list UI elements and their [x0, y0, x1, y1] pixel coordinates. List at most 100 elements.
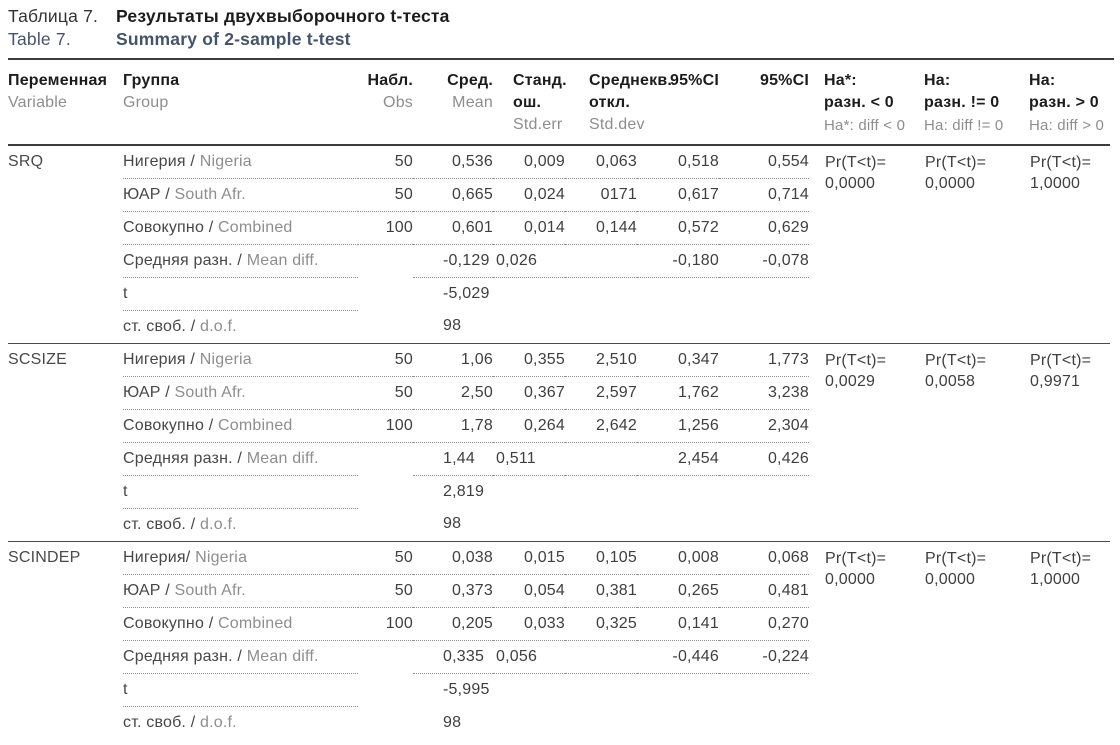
group-label-ru: Нигерия / — [123, 350, 196, 368]
cell-stderr: 0,014 — [493, 211, 565, 245]
col-header-stddev: Среднекв. откл. Std.dev — [589, 72, 673, 133]
cell-stderr: 0,056 — [493, 640, 565, 674]
cell-ci2: 0,714 — [719, 178, 809, 212]
cell-group: ЮАР / South Afr. — [123, 376, 358, 410]
cell-mean: 1,44 — [413, 442, 493, 476]
group-label-en: d.o.f. — [200, 713, 237, 731]
cell-group: t — [123, 673, 358, 707]
table-row: Средняя разн. / Mean diff. 1,44 0,511 2,454… — [8, 442, 1110, 476]
table-row: ст. своб. / d.o.f. 98 — [8, 310, 1110, 343]
cell-mean: 0,601 — [413, 211, 493, 245]
cell-ci1: 2,454 — [637, 442, 719, 476]
cell-ci1: -0,180 — [637, 244, 719, 278]
cell-mean: -5,029 — [443, 284, 490, 302]
title-line-english: Table 7. Summary of 2-sample t-test — [8, 28, 1114, 51]
cell-stderr: 0,024 — [493, 178, 565, 212]
cell-ci2: 3,238 — [719, 376, 809, 410]
cell-obs: 50 — [358, 178, 413, 212]
cell-mean: 98 — [443, 317, 462, 335]
cell-group: t — [123, 475, 358, 509]
cell-ci2: 0,481 — [719, 574, 809, 608]
cell-ci1: 0,141 — [637, 607, 719, 641]
cell-ci2 — [719, 673, 809, 706]
group-label-ru: t — [123, 284, 128, 302]
cell-ci2: -0,224 — [719, 640, 809, 674]
col-header-ci-lower: 95%CI — [669, 72, 719, 89]
cell-obs — [358, 508, 413, 541]
t-test-results-table: Переменная Variable Группа Group Набл. O… — [8, 60, 1110, 739]
group-label-en: Combined — [218, 218, 293, 236]
group-label-en: Combined — [218, 416, 293, 434]
group-label-ru: Совокупно / — [123, 416, 214, 434]
cell-ci1: 1,256 — [637, 409, 719, 443]
cell-obs: 50 — [358, 574, 413, 608]
cell-group: ст. своб. / d.o.f. — [123, 706, 358, 739]
cell-stddev: 0,325 — [565, 607, 637, 641]
cell-pr-diff-lt-0: Pr(T<t)= 0,0000 — [809, 145, 909, 343]
table-row: Средняя разн. / Mean diff. -0,129 0,026 -0,… — [8, 244, 1110, 278]
cell-mean: 1,06 — [413, 343, 493, 377]
cell-stderr — [493, 475, 565, 508]
cell-group: t — [123, 277, 358, 311]
col-header-obs: Набл. Obs — [367, 72, 413, 111]
cell-ci1 — [637, 508, 719, 541]
cell-obs — [358, 277, 413, 310]
cell-ci1: 0,347 — [637, 343, 719, 377]
col-header-ha-diff-lt-0: На*: разн. < 0 Ha*: diff < 0 — [824, 72, 906, 134]
cell-stddev: 0,381 — [565, 574, 637, 608]
group-label-en: Mean diff. — [246, 251, 319, 269]
cell-obs: 100 — [358, 211, 413, 245]
group-label-ru: ЮАР / — [123, 185, 170, 203]
pr-value: 0,9971 — [1030, 372, 1081, 390]
cell-ci2: 0,068 — [719, 541, 809, 575]
cell-ci2 — [719, 508, 809, 541]
cell-mean: 0,205 — [413, 607, 493, 641]
cell-group: Средняя разн. / Mean diff. — [123, 640, 358, 674]
cell-stddev: 2,642 — [565, 409, 637, 443]
table-row: ст. своб. / d.o.f. 98 — [8, 508, 1110, 541]
cell-ci1: 0,265 — [637, 574, 719, 608]
cell-obs — [358, 640, 413, 673]
table-row: ЮАР / South Afr. 50 0,665 0,024 0171 0,617 0,7… — [8, 178, 1110, 212]
cell-stddev — [565, 508, 637, 541]
pr-value: 0,0058 — [925, 372, 976, 390]
cell-mean: -5,995 — [443, 680, 490, 698]
cell-group: Нигерия / Nigeria — [123, 343, 358, 377]
cell-ci2: 2,304 — [719, 409, 809, 443]
col-header-stderr: Станд. ош. Std.err — [513, 72, 567, 133]
cell-obs — [358, 244, 413, 277]
cell-stddev: 0,105 — [565, 541, 637, 575]
pr-value: 1,0000 — [1030, 175, 1081, 192]
cell-obs: 50 — [358, 376, 413, 410]
cell-stddev: 0171 — [565, 178, 637, 212]
group-label-en: Combined — [218, 614, 293, 632]
cell-group: Совокупно / Combined — [123, 607, 358, 641]
group-label-ru: t — [123, 482, 128, 500]
cell-stddev — [565, 310, 637, 343]
cell-ci2: 0,426 — [719, 442, 809, 476]
pr-label: Pr(T<t)= — [925, 549, 987, 567]
cell-group: Совокупно / Combined — [123, 409, 358, 443]
cell-pr-diff-gt-0: Pr(T<t)= 1,0000 — [1014, 541, 1110, 739]
cell-ci1 — [637, 673, 719, 706]
group-label-en: d.o.f. — [200, 515, 237, 533]
cell-mean: 2,50 — [413, 376, 493, 410]
cell-mean: 0,038 — [413, 541, 493, 575]
cell-ci2: 1,773 — [719, 343, 809, 377]
table-row: Совокупно / Combined 100 0,205 0,033 0,325 0,… — [8, 607, 1110, 641]
cell-pr-diff-ne-0: Pr(T<t)= 0,0000 — [909, 145, 1014, 343]
table-row: Средняя разн. / Mean diff. 0,335 0,056 -0,4… — [8, 640, 1110, 674]
group-label-en: South Afr. — [174, 185, 246, 203]
group-label-ru: Совокупно / — [123, 614, 214, 632]
group-label-ru: Совокупно / — [123, 218, 214, 236]
table-row: ЮАР / South Afr. 50 0,373 0,054 0,381 0,265 0,… — [8, 574, 1110, 608]
table-row: ЮАР / South Afr. 50 2,50 0,367 2,597 1,762 3,2… — [8, 376, 1110, 410]
group-label-ru: ЮАР / — [123, 581, 170, 599]
cell-stderr: 0,264 — [493, 409, 565, 443]
cell-pr-diff-ne-0: Pr(T<t)= 0,0058 — [909, 343, 1014, 541]
cell-obs — [358, 673, 413, 706]
cell-ci1: -0,446 — [637, 640, 719, 674]
pr-value: 0,0000 — [825, 175, 876, 192]
group-label-en: Nigeria — [195, 548, 248, 566]
cell-mean: 1,78 — [413, 409, 493, 443]
